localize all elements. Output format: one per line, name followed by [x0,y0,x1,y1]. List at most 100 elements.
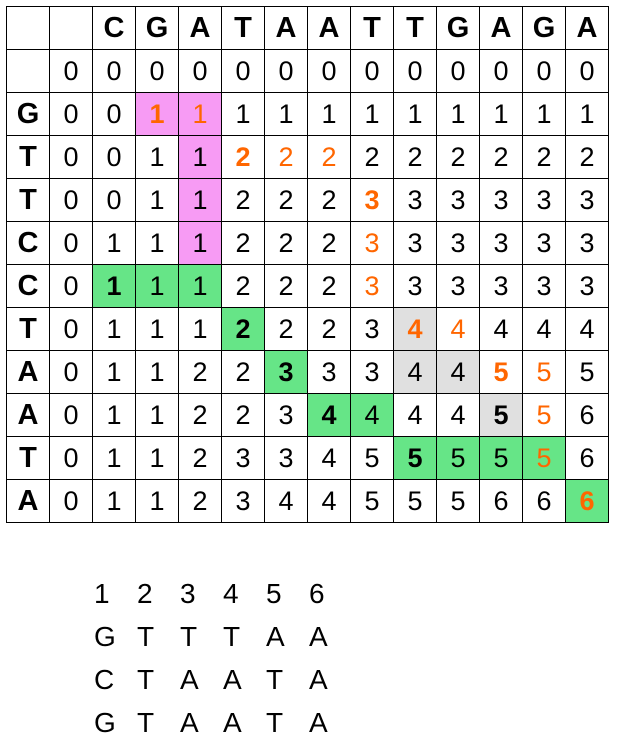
matrix-cell: 2 [221,264,265,308]
matrix-cell: 3 [565,264,609,308]
matrix-cell: 3 [479,178,523,222]
matrix-cell: 5 [522,436,566,480]
matrix-cell: 3 [350,221,394,265]
column-sequence-letter: T [350,6,394,50]
matrix-cell: 1 [135,135,179,179]
matrix-cell: 1 [135,350,179,394]
matrix-cell: 5 [393,479,437,523]
matrix-cell: 0 [522,49,566,93]
row-sequence-letter: A [6,350,50,394]
matrix-cell: 2 [264,135,308,179]
matrix-cell: 2 [479,135,523,179]
matrix-cell: 1 [307,92,351,136]
matrix-cell: 4 [479,307,523,351]
matrix-cell: 1 [135,221,179,265]
matrix-cell: 0 [49,92,93,136]
matrix-cell: 3 [350,307,394,351]
matrix-cell: 5 [436,479,480,523]
matrix-cell: 4 [350,393,394,437]
matrix-cell: 3 [479,264,523,308]
matrix-cell: 3 [264,393,308,437]
matrix-cell: 1 [135,264,179,308]
matrix-cell: 1 [221,92,265,136]
alignment-index: 4 [223,577,239,609]
matrix-cell: 2 [307,135,351,179]
column-sequence-letter: A [565,6,609,50]
column-sequence-letter: G [436,6,480,50]
matrix-cell: 2 [436,135,480,179]
matrix-cell: 2 [307,264,351,308]
matrix-cell: 2 [178,436,222,480]
matrix-cell: 0 [49,393,93,437]
matrix-cell: 2 [221,135,265,179]
alignment-letter: T [137,663,155,695]
matrix-cell: 3 [393,221,437,265]
matrix-cell: 0 [49,221,93,265]
matrix-cell: 5 [479,393,523,437]
matrix-cell: 0 [49,135,93,179]
matrix-cell: 1 [92,221,136,265]
matrix-cell: 5 [393,436,437,480]
corner-cell [6,6,50,50]
column-sequence-letter: A [264,6,308,50]
matrix-cell: 2 [221,221,265,265]
row-sequence-letter: T [6,178,50,222]
matrix-cell: 2 [522,135,566,179]
matrix-cell: 6 [522,479,566,523]
matrix-cell: 3 [436,264,480,308]
alignment-index: 1 [94,577,110,609]
matrix-cell: 6 [565,436,609,480]
matrix-cell: 5 [350,436,394,480]
alignment-letter: T [180,620,198,652]
matrix-cell: 4 [393,393,437,437]
matrix-cell: 1 [565,92,609,136]
matrix-cell: 4 [393,307,437,351]
row-sequence-letter: A [6,393,50,437]
matrix-cell: 3 [479,221,523,265]
matrix-cell: 3 [393,264,437,308]
corner-cell [6,49,50,93]
matrix-cell: 1 [135,436,179,480]
matrix-cell: 2 [264,178,308,222]
matrix-cell: 0 [135,49,179,93]
matrix-cell: 0 [92,135,136,179]
matrix-cell: 1 [92,393,136,437]
matrix-cell: 2 [264,221,308,265]
matrix-cell: 2 [178,350,222,394]
alignment-letter: A [266,620,285,652]
matrix-cell: 0 [92,49,136,93]
matrix-cell: 5 [479,350,523,394]
matrix-cell: 3 [350,264,394,308]
matrix-cell: 0 [264,49,308,93]
matrix-cell: 3 [221,436,265,480]
matrix-cell: 1 [92,350,136,394]
matrix-cell: 3 [522,264,566,308]
matrix-cell: 3 [522,178,566,222]
matrix-cell: 1 [522,92,566,136]
matrix-cell: 1 [393,92,437,136]
matrix-cell: 3 [264,436,308,480]
matrix-cell: 1 [135,479,179,523]
row-sequence-letter: G [6,92,50,136]
alignment-letter: T [137,620,155,652]
alignment-letter: A [309,663,328,695]
matrix-cell: 3 [565,178,609,222]
matrix-cell: 1 [92,436,136,480]
matrix-cell: 0 [49,307,93,351]
alignment-letter: T [266,663,284,695]
column-sequence-letter: G [135,6,179,50]
matrix-cell: 3 [221,479,265,523]
matrix-cell: 0 [49,479,93,523]
matrix-cell: 0 [178,49,222,93]
matrix-cell: 1 [92,479,136,523]
row-sequence-letter: T [6,307,50,351]
column-sequence-letter: T [393,6,437,50]
matrix-cell: 1 [135,92,179,136]
matrix-cell: 0 [221,49,265,93]
